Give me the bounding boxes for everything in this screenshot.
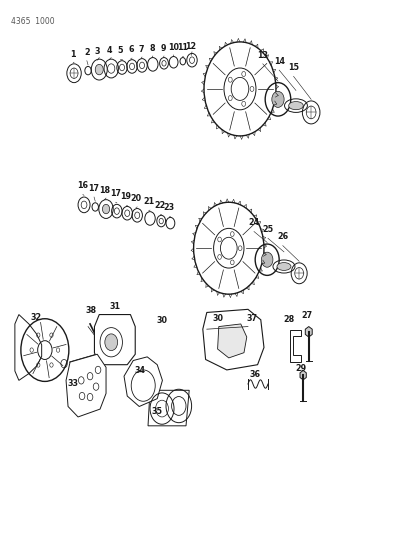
Text: 29: 29 <box>295 364 306 373</box>
Text: 13: 13 <box>257 51 268 60</box>
Text: 38: 38 <box>86 305 97 314</box>
Polygon shape <box>94 314 135 365</box>
Text: 23: 23 <box>164 203 175 212</box>
Polygon shape <box>124 357 162 407</box>
Text: 9: 9 <box>161 44 166 53</box>
Text: 17: 17 <box>110 189 121 198</box>
Polygon shape <box>15 314 42 381</box>
Polygon shape <box>203 309 264 370</box>
Circle shape <box>159 219 163 224</box>
Text: 15: 15 <box>288 63 299 72</box>
Ellipse shape <box>289 102 303 110</box>
Text: 4365  1000: 4365 1000 <box>11 17 55 26</box>
Text: 22: 22 <box>154 200 166 209</box>
Text: 20: 20 <box>131 195 142 203</box>
Text: 37: 37 <box>246 314 257 323</box>
Polygon shape <box>66 354 106 417</box>
Text: 10: 10 <box>168 43 179 52</box>
Text: 1: 1 <box>71 50 76 59</box>
Text: 31: 31 <box>110 302 121 311</box>
Circle shape <box>114 208 119 214</box>
Text: 28: 28 <box>284 315 295 324</box>
Text: 4: 4 <box>106 46 112 55</box>
Text: 8: 8 <box>149 44 155 53</box>
Text: 26: 26 <box>277 232 288 241</box>
Text: 33: 33 <box>67 378 78 387</box>
Text: 30: 30 <box>212 314 223 323</box>
Ellipse shape <box>277 263 291 270</box>
Text: 12: 12 <box>186 42 197 51</box>
Text: 14: 14 <box>274 57 285 66</box>
Text: 27: 27 <box>301 311 312 320</box>
Text: 7: 7 <box>138 45 144 54</box>
Text: 36: 36 <box>250 370 261 379</box>
Circle shape <box>135 212 140 219</box>
Text: 6: 6 <box>128 45 133 54</box>
Text: 32: 32 <box>31 313 42 322</box>
Polygon shape <box>217 324 247 358</box>
Text: 35: 35 <box>151 407 162 416</box>
Circle shape <box>102 204 110 214</box>
Circle shape <box>272 91 284 107</box>
Circle shape <box>105 334 118 351</box>
Circle shape <box>120 64 124 71</box>
Text: 2: 2 <box>84 47 90 56</box>
Circle shape <box>189 57 195 63</box>
Text: 24: 24 <box>248 219 259 228</box>
Text: 18: 18 <box>99 187 110 196</box>
Polygon shape <box>148 390 189 426</box>
Circle shape <box>162 61 166 66</box>
Text: 17: 17 <box>89 184 100 193</box>
Circle shape <box>125 210 130 216</box>
Text: 25: 25 <box>262 225 273 234</box>
Polygon shape <box>290 330 301 361</box>
Text: 11: 11 <box>177 43 188 52</box>
Circle shape <box>262 252 273 267</box>
Text: 19: 19 <box>120 192 131 201</box>
Circle shape <box>129 63 135 70</box>
Text: 5: 5 <box>118 46 123 55</box>
Text: 16: 16 <box>78 181 89 190</box>
Text: 3: 3 <box>95 47 100 56</box>
Polygon shape <box>300 370 306 380</box>
Circle shape <box>140 62 144 69</box>
Circle shape <box>95 64 103 75</box>
Text: 21: 21 <box>143 197 154 206</box>
Text: 34: 34 <box>135 366 146 375</box>
Circle shape <box>81 201 87 208</box>
Text: 30: 30 <box>157 316 168 325</box>
Polygon shape <box>305 327 312 337</box>
